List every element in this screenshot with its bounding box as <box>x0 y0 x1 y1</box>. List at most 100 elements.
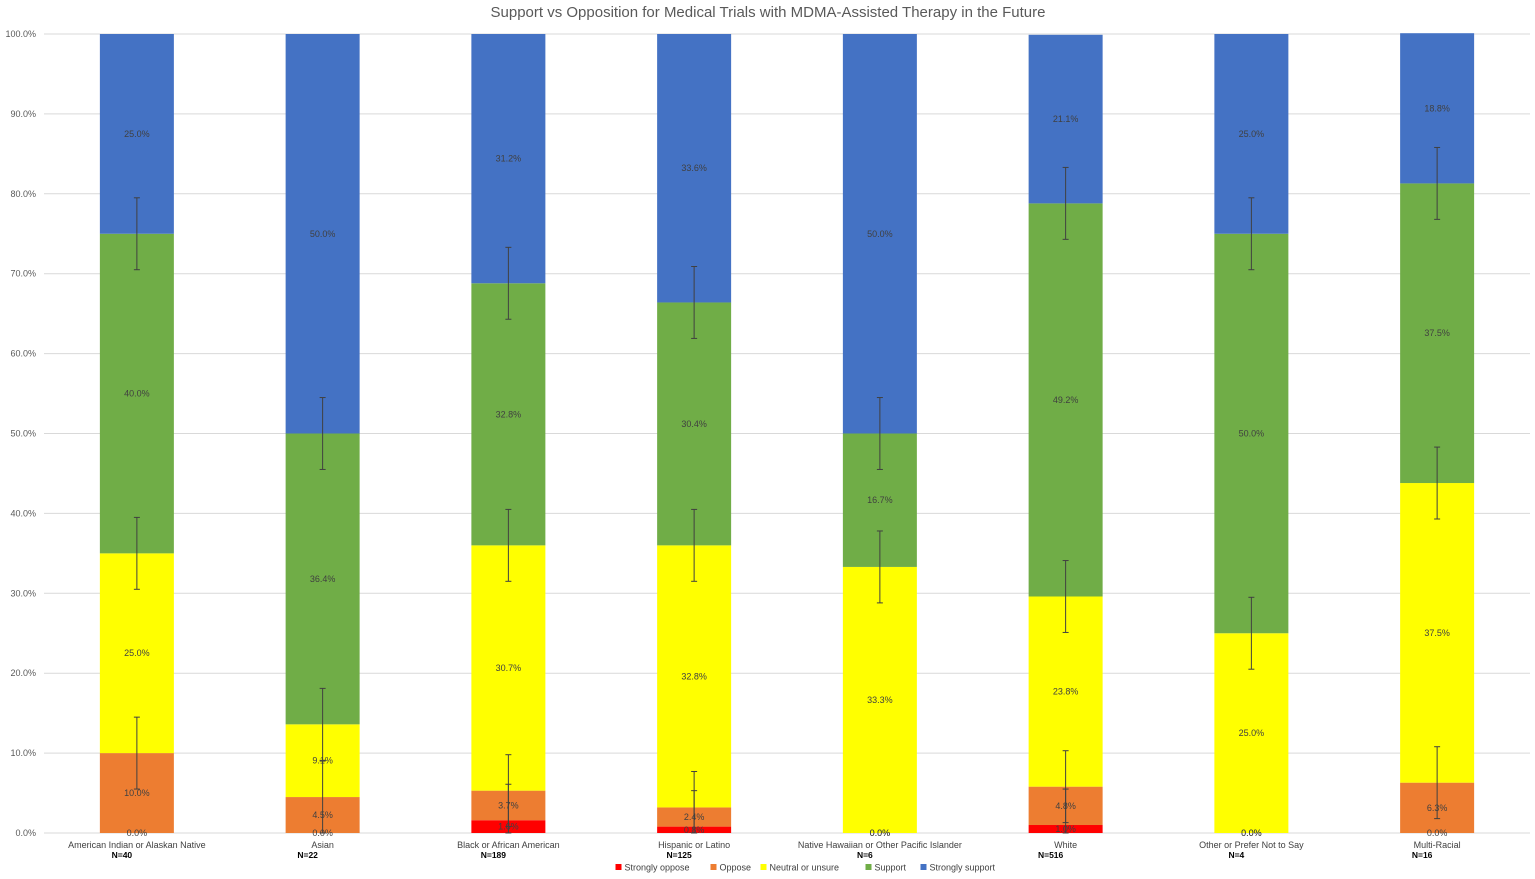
data-label: 33.6% <box>681 163 707 173</box>
data-label: 0.0% <box>870 828 891 838</box>
bar-segment <box>1400 183 1475 484</box>
sample-size-label: N=40 <box>112 850 133 860</box>
bar-segment <box>471 283 546 546</box>
error-bar <box>319 397 326 470</box>
legend-label: Support <box>875 863 907 873</box>
data-label: 50.0% <box>867 229 893 239</box>
data-label: 18.8% <box>1424 103 1450 113</box>
data-label: 25.0% <box>1239 728 1265 738</box>
y-tick-label: 80.0% <box>10 189 36 199</box>
error-bar <box>319 687 326 761</box>
data-label: 0.0% <box>127 828 148 838</box>
error-bars <box>133 146 1441 834</box>
data-label: 16.7% <box>867 495 893 505</box>
bar-segment <box>842 34 917 434</box>
sample-size-label: N=16 <box>1412 850 1433 860</box>
data-label: 23.8% <box>1053 687 1079 697</box>
x-category-label: Native Hawaiian or Other Pacific Islande… <box>798 840 962 850</box>
y-axis-ticks: 0.0% 10.0% 20.0% 30.0% 40.0% 50.0% 60.0% 70.0% 8… <box>5 29 36 838</box>
data-label: 9.1% <box>312 756 333 766</box>
error-bar <box>505 246 512 320</box>
bars <box>99 33 1475 833</box>
data-label: 0.0% <box>870 828 891 838</box>
error-bar <box>133 716 140 790</box>
sample-size-label: N=6 <box>857 850 873 860</box>
error-bar <box>1434 746 1441 820</box>
data-label: 37.5% <box>1424 328 1450 338</box>
data-label: 2.4% <box>684 812 705 822</box>
legend-label: Neutral or unsure <box>770 863 840 873</box>
data-label: 49.2% <box>1053 395 1079 405</box>
data-label: 25.0% <box>124 648 150 658</box>
legend-swatch <box>615 864 622 870</box>
bar-segment <box>99 233 174 554</box>
x-category-label: White <box>1054 840 1077 850</box>
bar-stack <box>1028 34 1103 833</box>
data-label: 3.7% <box>498 800 519 810</box>
bar-segment <box>657 302 732 546</box>
legend-item: Strongly support <box>920 863 996 873</box>
y-tick-label: 0.0% <box>15 828 36 838</box>
bar-segment <box>657 545 732 808</box>
sample-size-label: N=125 <box>666 850 692 860</box>
error-bar <box>1062 750 1069 824</box>
y-tick-label: 60.0% <box>10 349 36 359</box>
data-label: 33.3% <box>867 695 893 705</box>
error-bar <box>319 760 326 834</box>
error-bar <box>691 266 698 339</box>
sample-size-label: N=516 <box>1038 850 1064 860</box>
data-labels: 0.0% 10.0% 25.0% 40.0% 25.0% 0.0% 4.5% 9.1% 36.4… <box>124 103 1450 838</box>
legend-swatch <box>865 864 872 870</box>
bar-stack <box>842 34 917 833</box>
bar-segment <box>285 34 360 434</box>
data-label: 0.0% <box>1241 828 1262 838</box>
x-category-label: Asian <box>311 840 334 850</box>
x-category-label: Multi-Racial <box>1414 840 1461 850</box>
error-bar <box>1062 166 1069 240</box>
legend-item: Support <box>865 863 907 873</box>
error-bar <box>1062 560 1069 633</box>
error-bar <box>691 508 698 582</box>
legend: Strongly oppose Oppose Neutral or unsure Su… <box>615 863 996 873</box>
error-bar <box>133 516 140 590</box>
y-tick-label: 30.0% <box>10 588 36 598</box>
data-label: 10.0% <box>124 788 150 798</box>
sample-size-label: N=22 <box>297 850 318 860</box>
data-label: 25.0% <box>1239 129 1265 139</box>
bar-stack <box>99 34 174 833</box>
legend-item: Oppose <box>710 863 752 873</box>
data-label: 36.4% <box>310 574 336 584</box>
x-category-label: American Indian or Alaskan Native <box>68 840 206 850</box>
y-tick-label: 40.0% <box>10 508 36 518</box>
y-tick-label: 10.0% <box>10 748 36 758</box>
legend-item: Strongly oppose <box>615 863 690 873</box>
data-label: 30.4% <box>681 419 707 429</box>
y-tick-label: 20.0% <box>10 668 36 678</box>
sample-size-label: N=189 <box>481 850 507 860</box>
x-category-label: Other or Prefer Not to Say <box>1199 840 1304 850</box>
data-label: 6.3% <box>1427 803 1448 813</box>
data-label: 25.0% <box>124 129 150 139</box>
error-bar <box>1248 197 1255 271</box>
error-bar <box>876 530 883 604</box>
y-tick-label: 100.0% <box>5 29 36 39</box>
legend-swatch <box>710 864 717 870</box>
data-label: 4.8% <box>1055 801 1076 811</box>
x-category-label: Hispanic or Latino <box>658 840 730 850</box>
bar-stack <box>1400 33 1475 833</box>
data-label: 1.0% <box>1055 824 1076 834</box>
data-label: 32.8% <box>496 409 522 419</box>
bar-segment <box>471 545 546 791</box>
gridlines <box>44 33 1530 834</box>
data-label: 0.0% <box>1427 828 1448 838</box>
data-label: 1.6% <box>498 822 519 832</box>
legend-label: Strongly support <box>930 863 996 873</box>
data-label: 31.2% <box>496 154 522 164</box>
legend-label: Oppose <box>720 863 752 873</box>
error-bar <box>505 754 512 828</box>
bar-segment <box>1028 203 1103 597</box>
legend-item: Neutral or unsure <box>760 863 840 873</box>
data-label: 40.0% <box>124 389 150 399</box>
